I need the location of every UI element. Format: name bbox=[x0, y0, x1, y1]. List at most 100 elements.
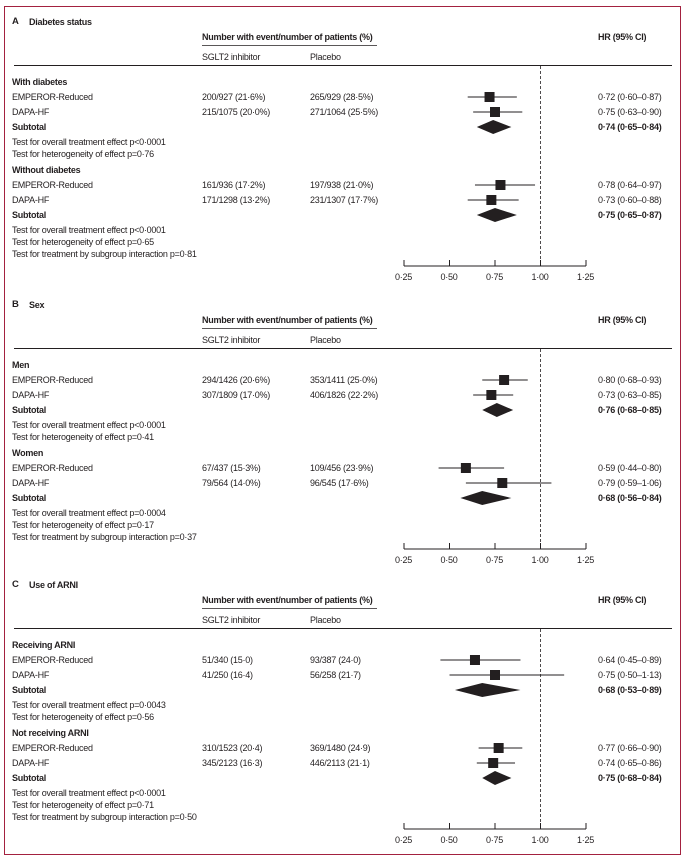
sglt2-events: 171/1298 (13·2%) bbox=[202, 195, 271, 205]
test-statistic-text: Test for treatment by subgroup interacti… bbox=[12, 532, 197, 542]
hr-point-square bbox=[499, 375, 510, 385]
placebo-events: 271/1064 (25·5%) bbox=[310, 107, 379, 117]
x-tick-label: 1·25 bbox=[577, 555, 595, 565]
hr-header: HR (95% CI) bbox=[598, 32, 647, 42]
events-header: Number with event/number of patients (%) bbox=[202, 315, 373, 325]
sglt2-column-header: SGLT2 inhibitor bbox=[202, 52, 261, 62]
hr-ci-text: 0·73 (0·60–0·88) bbox=[598, 195, 662, 205]
subtotal-label: Subtotal bbox=[12, 493, 46, 503]
study-name: EMPEROR-Reduced bbox=[12, 92, 93, 102]
hr-point-square bbox=[490, 107, 500, 117]
sglt2-events: 215/1075 (20·0%) bbox=[202, 107, 271, 117]
placebo-events: 96/545 (17·6%) bbox=[310, 478, 369, 488]
subgroup-label: With diabetes bbox=[12, 77, 68, 87]
hr-ci-text: 0·75 (0·63–0·90) bbox=[598, 107, 662, 117]
study-name: EMPEROR-Reduced bbox=[12, 743, 93, 753]
study-name: EMPEROR-Reduced bbox=[12, 375, 93, 385]
study-name: EMPEROR-Reduced bbox=[12, 180, 93, 190]
sglt2-events: 310/1523 (20·4) bbox=[202, 743, 263, 753]
placebo-events: 265/929 (28·5%) bbox=[310, 92, 374, 102]
placebo-column-header: Placebo bbox=[310, 52, 341, 62]
sglt2-column-header: SGLT2 inhibitor bbox=[202, 335, 261, 345]
placebo-column-header: Placebo bbox=[310, 615, 341, 625]
sglt2-events: 161/936 (17·2%) bbox=[202, 180, 266, 190]
x-tick-label: 0·25 bbox=[395, 555, 413, 565]
subtotal-hr-ci-text: 0·68 (0·56–0·84) bbox=[598, 493, 662, 503]
subtotal-diamond bbox=[482, 771, 512, 785]
x-tick-label: 0·50 bbox=[440, 835, 458, 845]
sglt2-events: 41/250 (16·4) bbox=[202, 670, 253, 680]
x-tick-label: 0·50 bbox=[440, 555, 458, 565]
test-statistic-text: Test for overall treatment effect p<0·00… bbox=[12, 420, 166, 430]
study-name: DAPA-HF bbox=[12, 195, 50, 205]
hr-ci-text: 0·74 (0·65–0·86) bbox=[598, 758, 662, 768]
placebo-events: 231/1307 (17·7%) bbox=[310, 195, 379, 205]
subtotal-label: Subtotal bbox=[12, 122, 46, 132]
subtotal-hr-ci-text: 0·68 (0·53–0·89) bbox=[598, 685, 662, 695]
test-statistic-text: Test for heterogeneity of effect p=0·76 bbox=[12, 149, 154, 159]
placebo-events: 353/1411 (25·0%) bbox=[310, 375, 378, 385]
x-tick-label: 0·75 bbox=[486, 272, 504, 282]
study-name: DAPA-HF bbox=[12, 390, 50, 400]
test-statistic-text: Test for overall treatment effect p<0·00… bbox=[12, 137, 166, 147]
placebo-events: 56/258 (21·7) bbox=[310, 670, 361, 680]
x-tick-label: 1·25 bbox=[577, 835, 595, 845]
test-statistic-text: Test for heterogeneity of effect p=0·65 bbox=[12, 237, 154, 247]
placebo-events: 197/938 (21·0%) bbox=[310, 180, 374, 190]
hr-point-square bbox=[460, 463, 471, 473]
hr-ci-text: 0·78 (0·64–0·97) bbox=[598, 180, 662, 190]
sglt2-events: 345/2123 (16·3) bbox=[202, 758, 263, 768]
placebo-events: 406/1826 (22·2%) bbox=[310, 390, 379, 400]
subtotal-diamond bbox=[460, 491, 512, 505]
x-tick-label: 1·00 bbox=[531, 555, 549, 565]
subtotal-hr-ci-text: 0·75 (0·68–0·84) bbox=[598, 773, 662, 783]
subtotal-hr-ci-text: 0·76 (0·68–0·85) bbox=[598, 405, 662, 415]
subtotal-label: Subtotal bbox=[12, 210, 46, 220]
test-statistic-text: Test for treatment by subgroup interacti… bbox=[12, 812, 197, 822]
study-name: DAPA-HF bbox=[12, 478, 50, 488]
study-name: DAPA-HF bbox=[12, 670, 50, 680]
panel-letter: C bbox=[12, 579, 19, 590]
subtotal-label: Subtotal bbox=[12, 685, 46, 695]
subgroup-label: Receiving ARNI bbox=[12, 640, 76, 650]
hr-header: HR (95% CI) bbox=[598, 315, 647, 325]
hr-ci-text: 0·59 (0·44–0·80) bbox=[598, 463, 662, 473]
test-statistic-text: Test for heterogeneity of effect p=0·71 bbox=[12, 800, 154, 810]
placebo-events: 109/456 (23·9%) bbox=[310, 463, 374, 473]
placebo-events: 446/2113 (21·1) bbox=[310, 758, 370, 768]
hr-ci-text: 0·75 (0·50–1·13) bbox=[598, 670, 662, 680]
subtotal-hr-ci-text: 0·75 (0·65–0·87) bbox=[598, 210, 662, 220]
panel-letter: A bbox=[12, 16, 19, 27]
study-name: DAPA-HF bbox=[12, 758, 50, 768]
subtotal-hr-ci-text: 0·74 (0·65–0·84) bbox=[598, 122, 662, 132]
test-statistic-text: Test for heterogeneity of effect p=0·17 bbox=[12, 520, 154, 530]
test-statistic-text: Test for overall treatment effect p<0·00… bbox=[12, 788, 166, 798]
hr-point-square bbox=[493, 743, 504, 753]
subtotal-diamond bbox=[482, 403, 514, 417]
hr-point-square bbox=[488, 758, 499, 768]
subgroup-label: Women bbox=[12, 448, 44, 458]
hr-point-square bbox=[495, 180, 506, 190]
test-statistic-text: Test for heterogeneity of effect p=0·41 bbox=[12, 432, 154, 442]
sglt2-events: 67/437 (15·3%) bbox=[202, 463, 261, 473]
study-name: EMPEROR-Reduced bbox=[12, 463, 93, 473]
subgroup-label: Not receiving ARNI bbox=[12, 728, 89, 738]
test-statistic-text: Test for treatment by subgroup interacti… bbox=[12, 249, 197, 259]
hr-header: HR (95% CI) bbox=[598, 595, 647, 605]
events-header: Number with event/number of patients (%) bbox=[202, 595, 373, 605]
x-tick-label: 1·25 bbox=[577, 272, 595, 282]
sglt2-column-header: SGLT2 inhibitor bbox=[202, 615, 261, 625]
x-tick-label: 0·75 bbox=[486, 555, 504, 565]
test-statistic-text: Test for heterogeneity of effect p=0·56 bbox=[12, 712, 154, 722]
sglt2-events: 51/340 (15·0) bbox=[202, 655, 253, 665]
subtotal-diamond bbox=[454, 683, 521, 697]
sglt2-events: 307/1809 (17·0%) bbox=[202, 390, 271, 400]
subgroup-label: Men bbox=[12, 360, 30, 370]
subtotal-diamond bbox=[476, 208, 517, 222]
hr-point-square bbox=[484, 92, 495, 102]
hr-point-square bbox=[486, 390, 497, 400]
hr-ci-text: 0·80 (0·68–0·93) bbox=[598, 375, 662, 385]
subtotal-label: Subtotal bbox=[12, 773, 46, 783]
